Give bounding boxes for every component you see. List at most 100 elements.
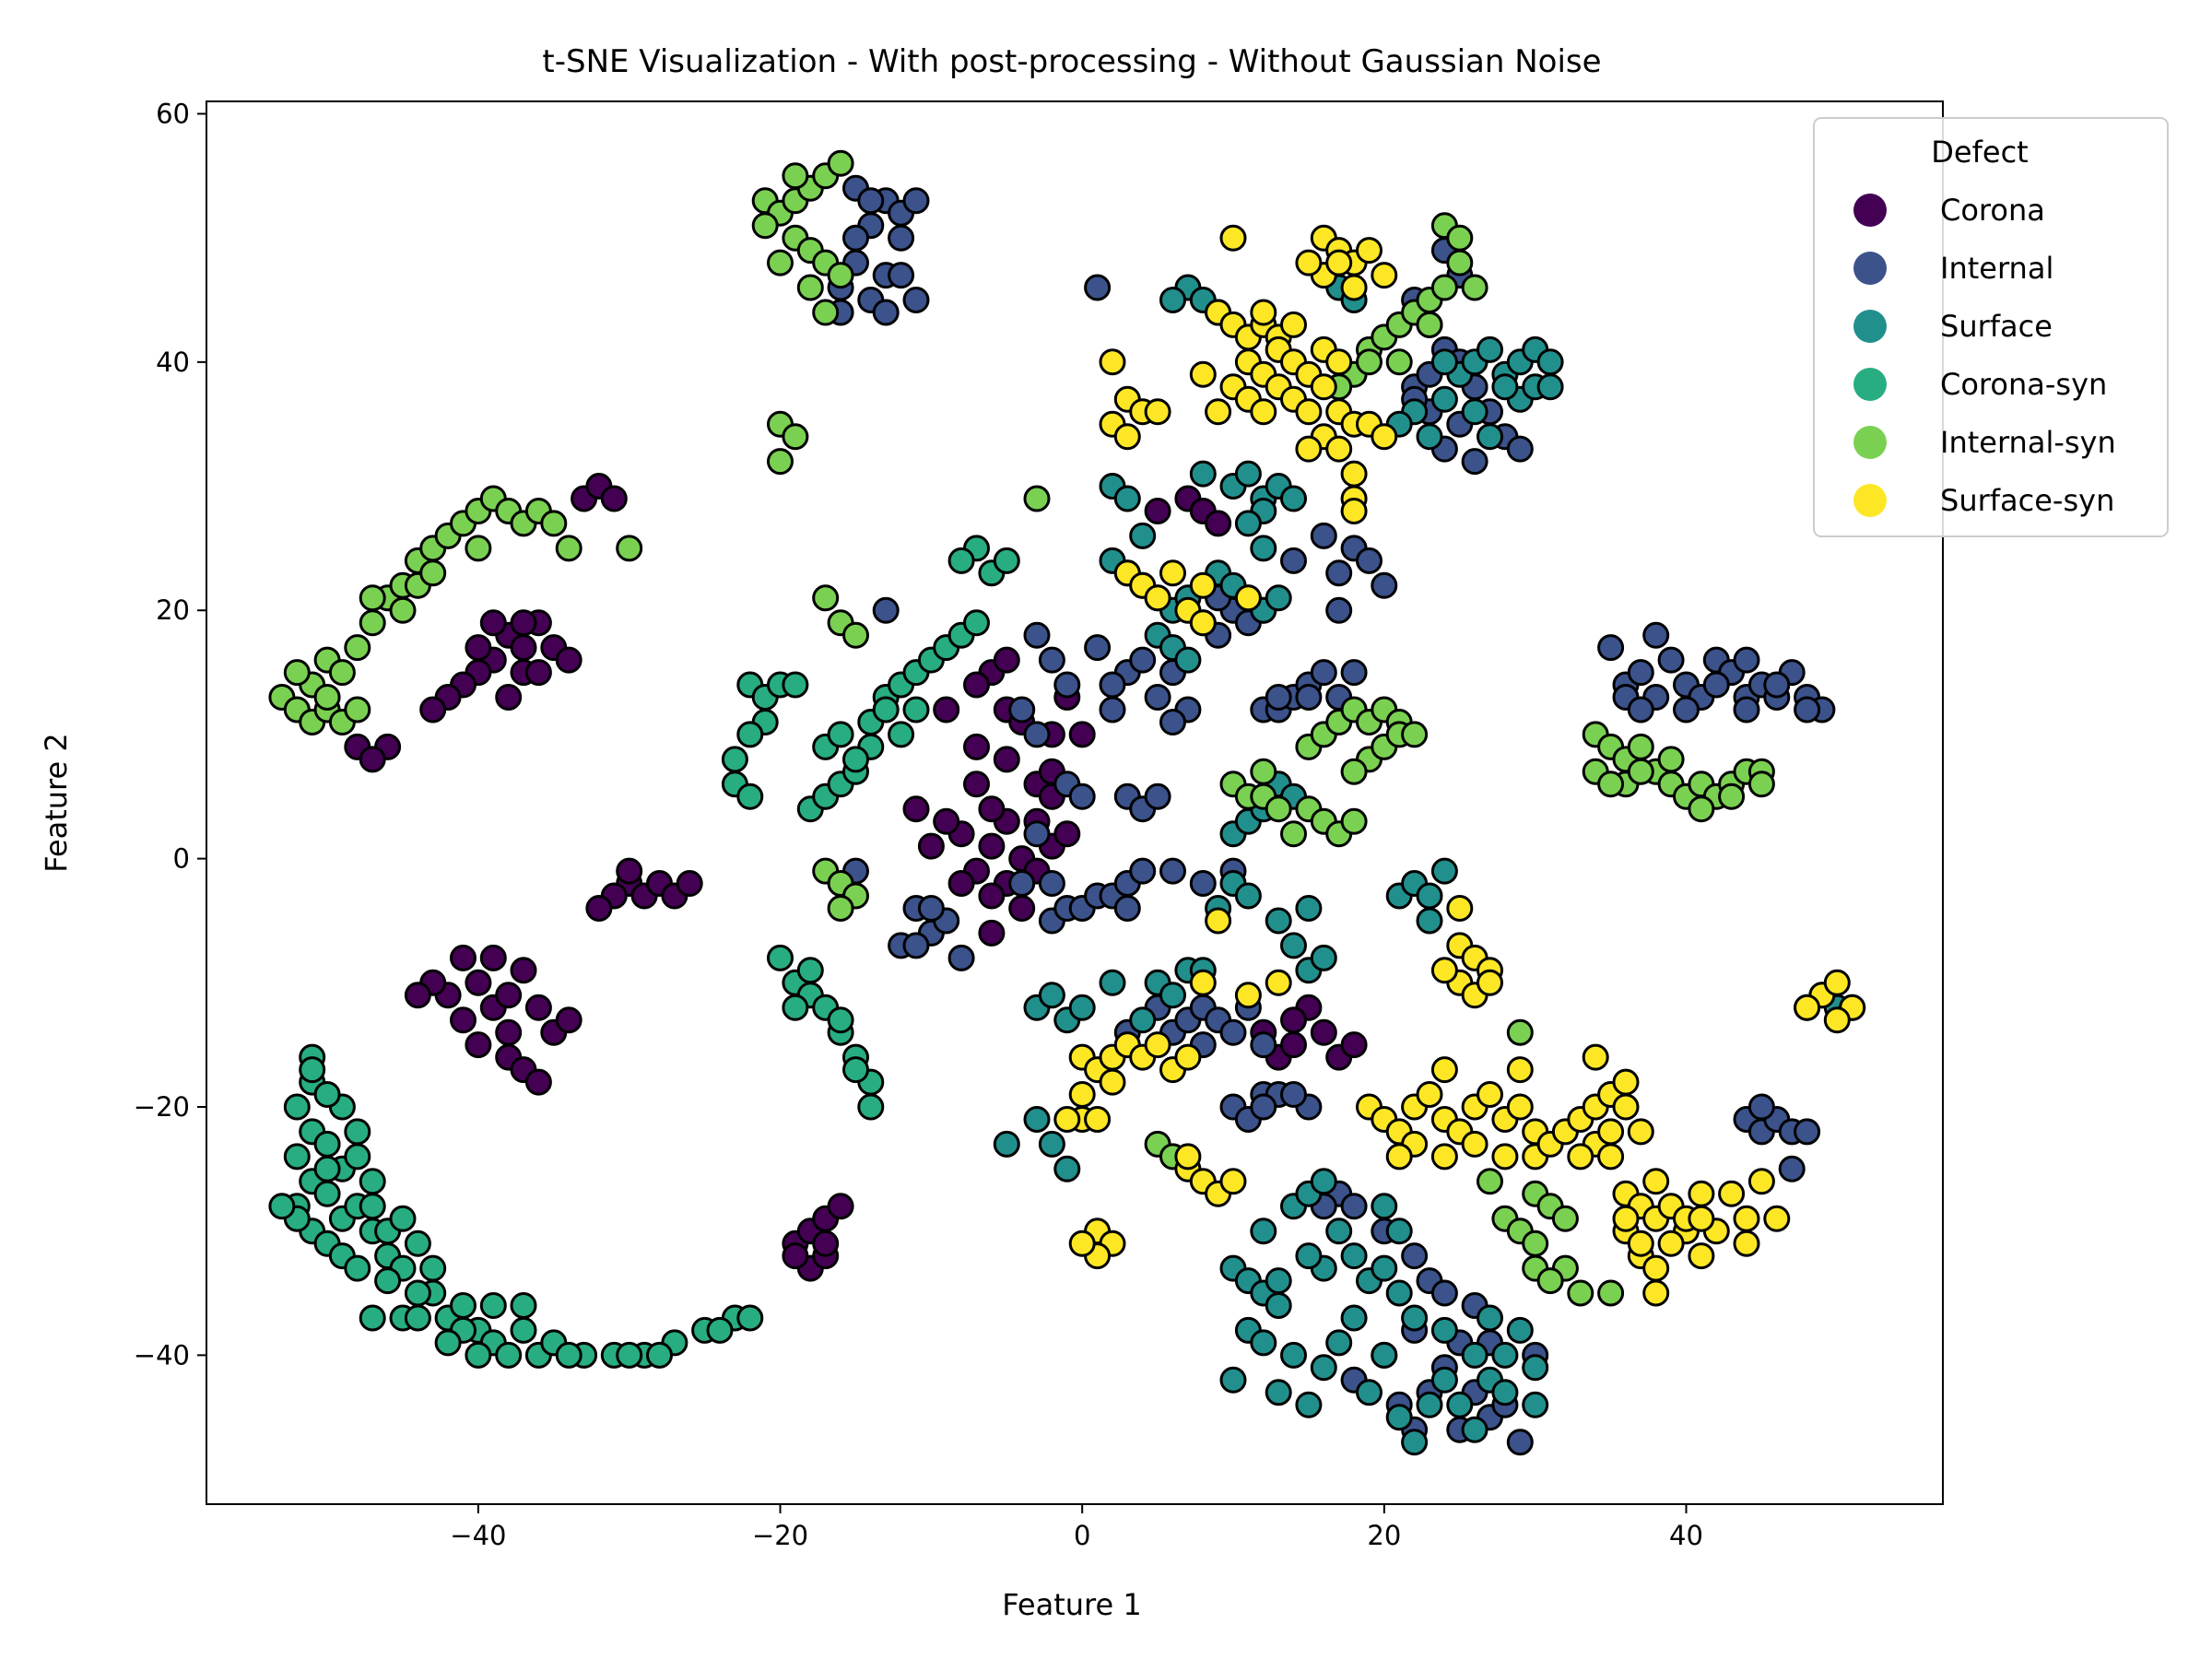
y-tick-label: −40 <box>134 1339 190 1371</box>
data-point <box>1325 1329 1353 1357</box>
data-point <box>782 162 809 190</box>
legend-marker <box>1853 252 1887 285</box>
data-point <box>1356 348 1382 376</box>
data-point <box>1250 1218 1277 1245</box>
data-point <box>1536 1267 1564 1295</box>
data-point <box>1597 771 1625 798</box>
data-point <box>495 1018 523 1046</box>
data-point <box>1340 274 1368 301</box>
data-point <box>1310 659 1337 687</box>
data-point <box>646 1341 673 1369</box>
data-point <box>1477 335 1503 363</box>
plot-frame <box>206 100 1944 1505</box>
x-axis-label: Feature 1 <box>1002 1587 1141 1622</box>
data-point <box>1234 460 1262 488</box>
data-point <box>555 646 582 674</box>
plot-points <box>268 149 1866 1456</box>
data-point <box>1733 696 1760 724</box>
data-point <box>359 609 386 637</box>
data-point <box>767 448 794 476</box>
data-point <box>827 721 854 748</box>
data-point <box>1371 262 1398 289</box>
data-point <box>1084 274 1112 301</box>
data-point <box>1023 1106 1051 1133</box>
data-point <box>1280 932 1307 959</box>
data-point <box>1310 1354 1337 1382</box>
data-point <box>1461 1341 1488 1369</box>
data-point <box>1461 1416 1488 1443</box>
data-point <box>555 1006 582 1034</box>
data-point <box>1356 1379 1382 1406</box>
data-point <box>495 684 523 711</box>
data-point <box>782 994 809 1021</box>
data-point <box>1430 1316 1458 1344</box>
data-point <box>1325 596 1353 624</box>
data-point <box>1612 1093 1640 1121</box>
data-point <box>283 1143 311 1171</box>
data-point <box>1250 299 1277 326</box>
data-point <box>1340 1304 1368 1332</box>
data-point <box>1265 584 1292 612</box>
data-point <box>1416 311 1443 338</box>
data-point <box>1747 771 1775 798</box>
data-point <box>1778 1155 1806 1182</box>
data-point <box>1265 795 1292 823</box>
data-point <box>1416 882 1443 910</box>
data-point <box>1597 634 1625 662</box>
data-point <box>450 1006 477 1034</box>
data-point <box>1627 733 1654 760</box>
data-point <box>1280 1341 1307 1369</box>
series-internal-syn <box>268 149 1775 1307</box>
data-point <box>1038 982 1065 1009</box>
data-point <box>963 609 990 637</box>
data-point <box>1582 1043 1609 1071</box>
data-point <box>1430 348 1458 376</box>
series-surface-syn <box>1053 224 1866 1307</box>
data-point <box>1250 1329 1277 1357</box>
data-point <box>993 547 1020 574</box>
data-point <box>389 596 417 624</box>
data-point <box>313 1081 341 1108</box>
data-point <box>1280 485 1307 512</box>
data-point <box>1159 559 1186 587</box>
data-point <box>1068 1081 1096 1108</box>
data-point <box>1144 782 1171 810</box>
x-tick-label: 0 <box>1074 1520 1090 1551</box>
data-point <box>1416 907 1443 935</box>
data-point <box>736 721 764 748</box>
data-point <box>1174 1043 1202 1071</box>
y-axis-label: Feature 2 <box>39 733 74 872</box>
legend-title: Defect <box>1931 135 2028 170</box>
data-point <box>1612 1205 1640 1232</box>
data-point <box>1356 547 1382 574</box>
data-point <box>1234 982 1262 1009</box>
data-point <box>1189 969 1217 996</box>
data-point <box>1159 709 1186 735</box>
data-point <box>1310 522 1337 549</box>
data-point <box>1612 1068 1640 1096</box>
data-point <box>495 982 523 1009</box>
data-point <box>389 1205 417 1232</box>
data-point <box>1385 1279 1413 1307</box>
data-point <box>1747 1093 1775 1121</box>
y-tick-label: 20 <box>156 594 190 626</box>
data-point <box>1430 1056 1458 1084</box>
data-point <box>299 1056 326 1084</box>
x-tick-label: 40 <box>1669 1520 1703 1551</box>
data-point <box>1642 1168 1670 1195</box>
data-point <box>1189 460 1217 488</box>
data-point <box>616 857 643 885</box>
data-point <box>328 659 356 687</box>
data-point <box>1053 1106 1081 1133</box>
data-point <box>404 1230 431 1257</box>
data-point <box>1265 1379 1292 1406</box>
data-point <box>1295 684 1323 711</box>
data-point <box>1446 224 1474 252</box>
data-point <box>1430 857 1458 885</box>
data-point <box>1430 1143 1458 1171</box>
data-point <box>359 746 386 773</box>
legend-label: Surface-syn <box>1940 483 2114 518</box>
data-point <box>1536 348 1564 376</box>
data-point <box>616 1341 643 1369</box>
data-point <box>1385 1218 1413 1245</box>
